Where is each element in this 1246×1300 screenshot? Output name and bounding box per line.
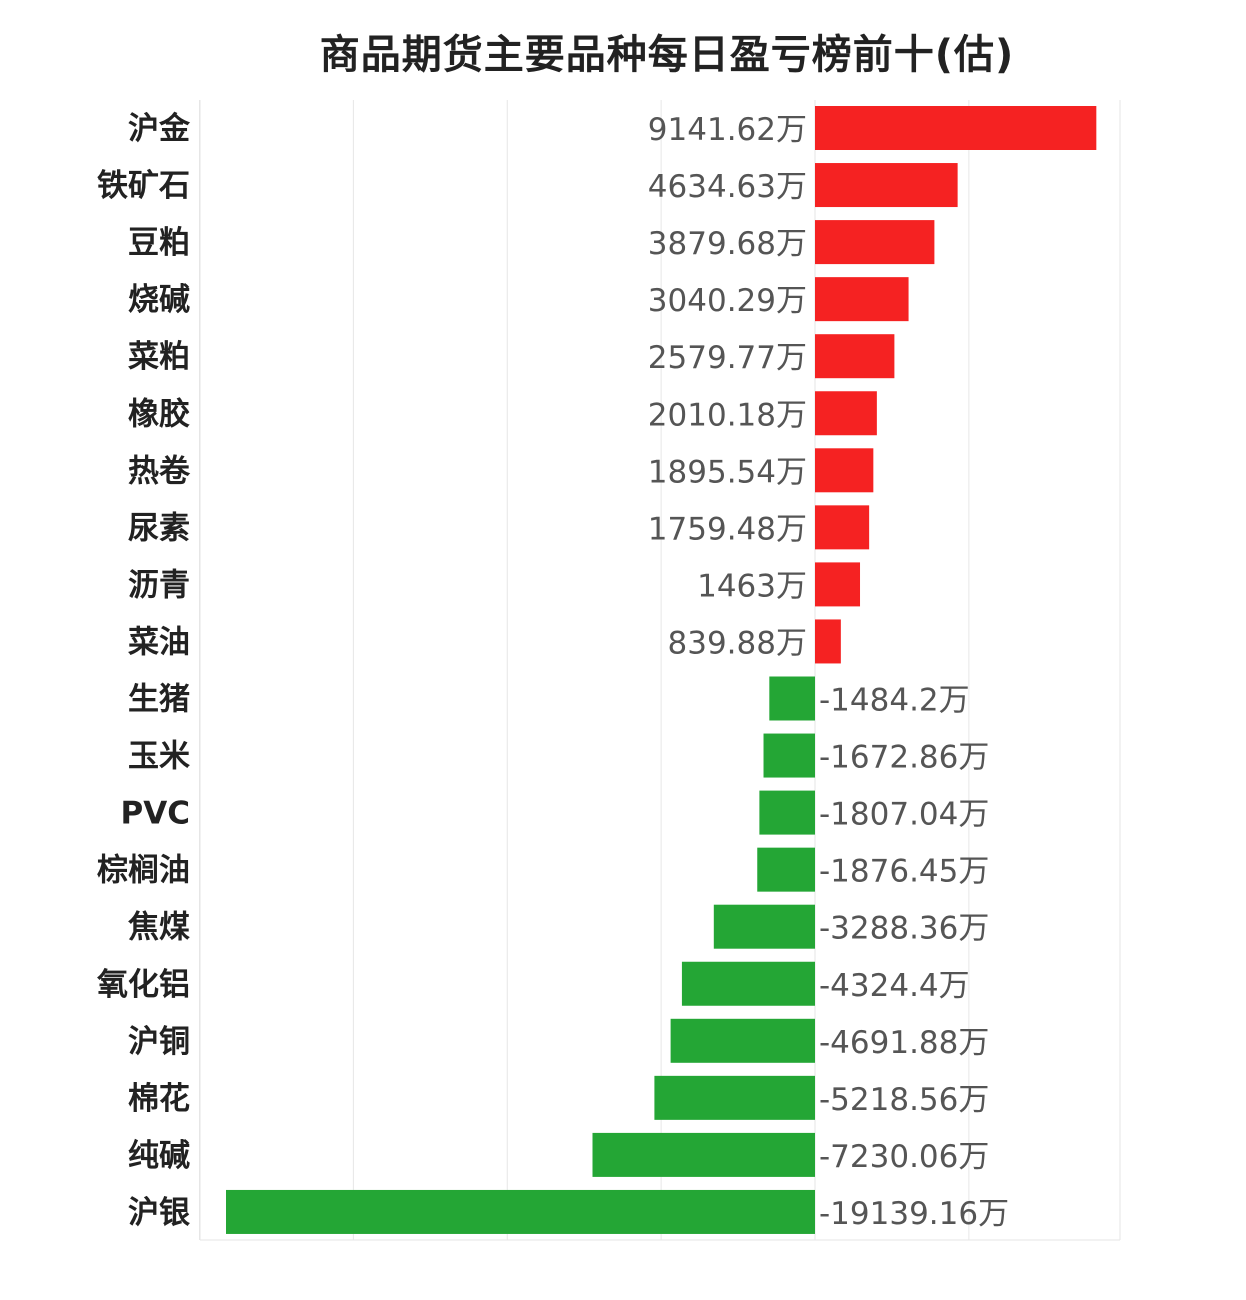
value-label: 839.88万 [668,625,807,661]
bar [592,1132,815,1177]
category-label: 尿素 [128,510,190,546]
category-label: 棕榈油 [97,853,190,889]
category-label: 沪银 [128,1195,190,1231]
bar [757,847,815,892]
category-label: 橡胶 [128,396,190,432]
value-label: 1463万 [697,568,807,604]
value-label: -7230.06万 [819,1139,989,1175]
value-label: 1759.48万 [648,511,807,547]
bar [815,163,958,208]
category-label: 豆粕 [128,225,190,261]
bar [670,1018,815,1063]
bar [713,904,815,949]
value-label: -1672.86万 [819,740,989,776]
bar [815,391,877,436]
value-label: 3040.29万 [648,283,807,319]
category-label: 焦煤 [128,910,190,946]
bar [759,790,815,835]
bar [815,106,1097,150]
bar [815,448,874,493]
category-label: 纯碱 [128,1138,190,1174]
value-label: -19139.16万 [819,1196,1009,1232]
grid-lines [199,100,1121,1241]
category-label: 铁矿石 [97,168,190,204]
value-label: 2579.77万 [648,340,807,376]
value-label: -5218.56万 [819,1082,989,1118]
bar [815,619,841,664]
bar [815,334,895,379]
value-label: -1807.04万 [819,797,989,833]
bar [681,961,815,1006]
category-label: 热卷 [128,453,191,489]
category-label: 氧化铝 [97,967,190,1003]
value-label: 9141.62万 [648,112,807,148]
value-label: 4634.63万 [648,169,807,205]
bar [815,220,935,265]
category-label: 菜油 [128,624,190,660]
value-label: -1876.45万 [819,854,989,890]
value-label: 1895.54万 [648,454,807,490]
bar [763,733,815,778]
bar [654,1075,815,1120]
category-label: 玉米 [128,739,190,775]
category-label: 生猪 [128,682,190,718]
bar [769,676,815,721]
category-label: 沥青 [128,567,190,603]
value-label: 3879.68万 [648,226,807,262]
category-label: 棉花 [128,1081,190,1117]
value-label: 2010.18万 [648,397,807,433]
value-label: -4324.4万 [819,968,970,1004]
bar [815,562,861,607]
value-label: -4691.88万 [819,1025,989,1061]
bar [815,277,909,322]
bar [226,1189,815,1234]
category-label: 烧碱 [128,282,190,318]
value-label: -3288.36万 [819,911,989,947]
category-label: 沪金 [128,111,191,147]
value-label: -1484.2万 [819,683,970,719]
category-label: PVC [121,796,190,832]
bar [815,505,870,550]
category-label: 菜粕 [128,339,190,375]
category-label: 沪铜 [128,1024,190,1060]
chart-title: 商品期货主要品种每日盈亏榜前十(估) [319,32,1015,78]
bars [226,106,1097,1234]
